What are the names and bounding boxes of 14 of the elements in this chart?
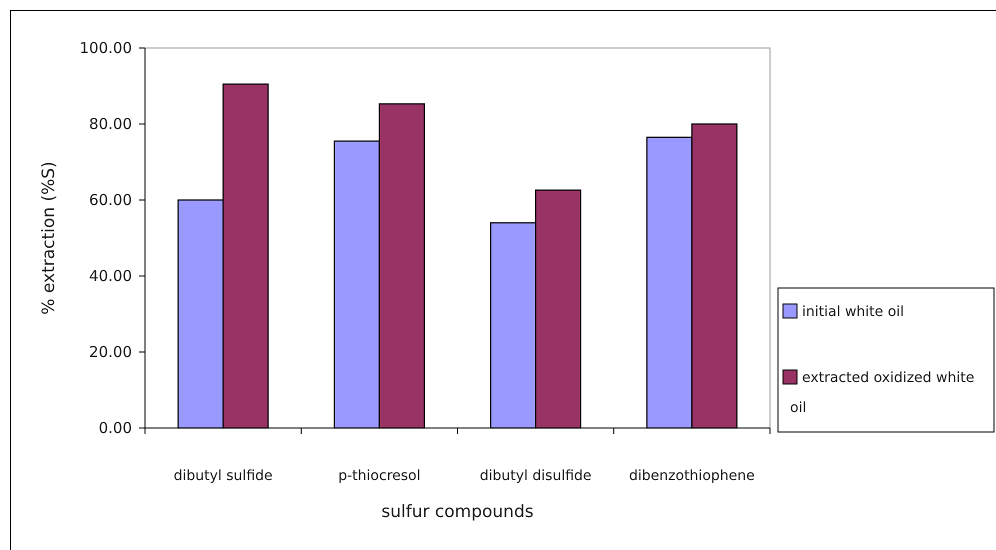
x-axis-title: sulfur compounds (381, 502, 534, 522)
legend-label: initial white oil (802, 304, 904, 320)
y-tick-label: 60.00 (89, 190, 132, 209)
x-tick-label: dibutyl disulfide (480, 468, 592, 484)
y-axis-title: % extraction (%S) (39, 161, 59, 315)
x-tick-label: dibutyl sulfide (174, 468, 273, 484)
y-tick-label: 40.00 (89, 266, 132, 285)
y-tick-label: 0.00 (98, 418, 132, 437)
x-tick-label: dibenzothiophene (629, 468, 755, 484)
legend-label: extracted oxidized white oil (790, 370, 974, 416)
y-tick-label: 20.00 (89, 342, 132, 361)
x-tick-label: p-thiocresol (338, 468, 421, 484)
y-tick-label: 80.00 (89, 114, 132, 133)
y-tick-label: 100.00 (80, 38, 132, 57)
